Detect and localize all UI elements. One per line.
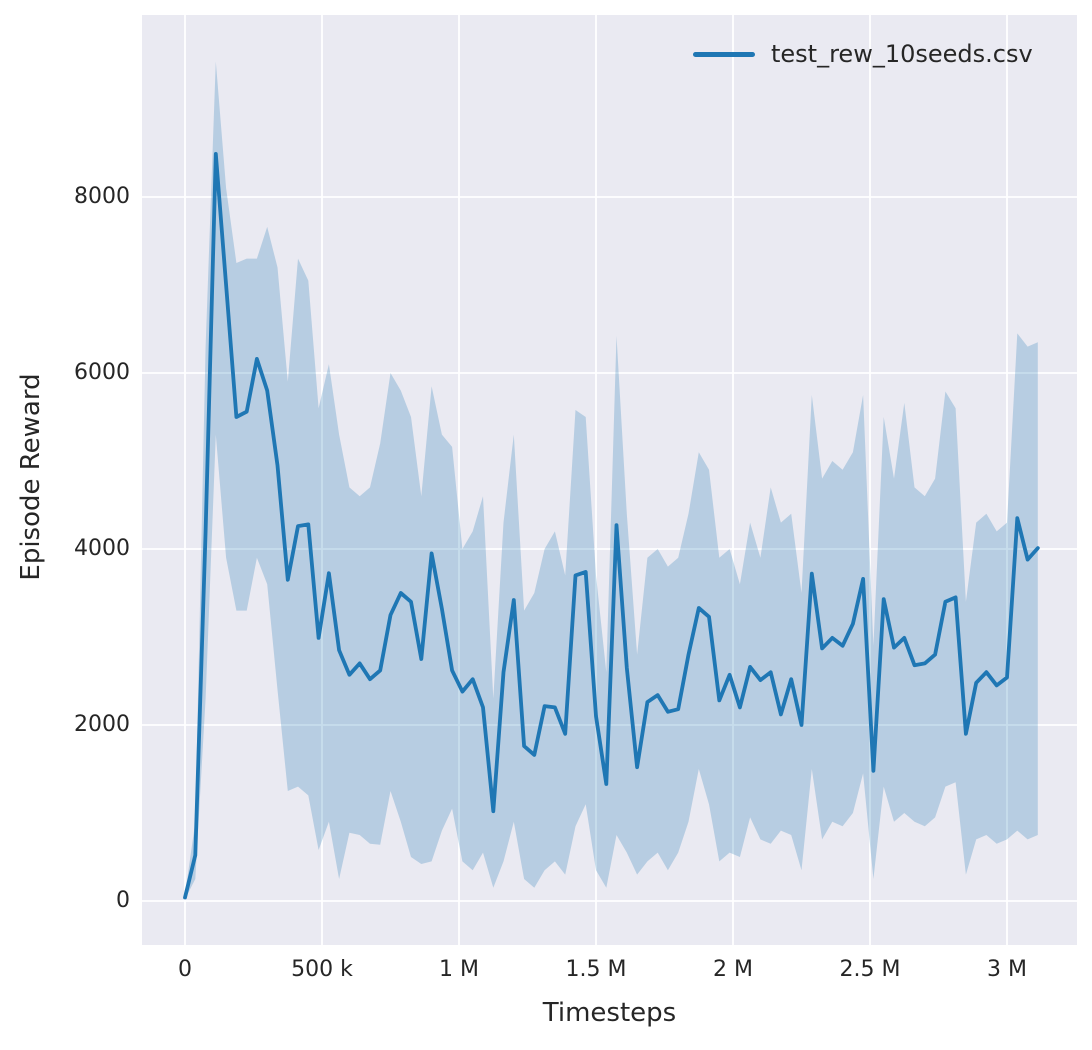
x-tick-500k: 500 k: [291, 957, 353, 982]
mean-line: [183, 151, 1040, 900]
gridlines: [142, 15, 1077, 945]
y-axis-label: Episode Reward: [16, 373, 46, 581]
x-tick-2.5M: 2.5 M: [839, 957, 901, 982]
legend-line-sample: [693, 51, 755, 57]
y-tick-4000: 4000: [74, 536, 130, 561]
legend: test_rew_10seeds.csv: [693, 38, 1033, 70]
x-tick-1M: 1 M: [439, 957, 479, 982]
y-tick-8000: 8000: [74, 184, 130, 209]
y-tick-6000: 6000: [74, 360, 130, 385]
x-tick-0: 0: [178, 957, 192, 982]
x-tick-3M: 3 M: [987, 957, 1027, 982]
y-tick-0: 0: [116, 888, 130, 913]
y-tick-2000: 2000: [74, 712, 130, 737]
x-tick-2M: 2 M: [713, 957, 753, 982]
x-axis-label: Timesteps: [542, 998, 677, 1028]
plot-area: [142, 15, 1077, 945]
legend-label: test_rew_10seeds.csv: [771, 40, 1033, 68]
confidence-band: [185, 61, 1038, 900]
x-tick-1.5M: 1.5 M: [565, 957, 627, 982]
